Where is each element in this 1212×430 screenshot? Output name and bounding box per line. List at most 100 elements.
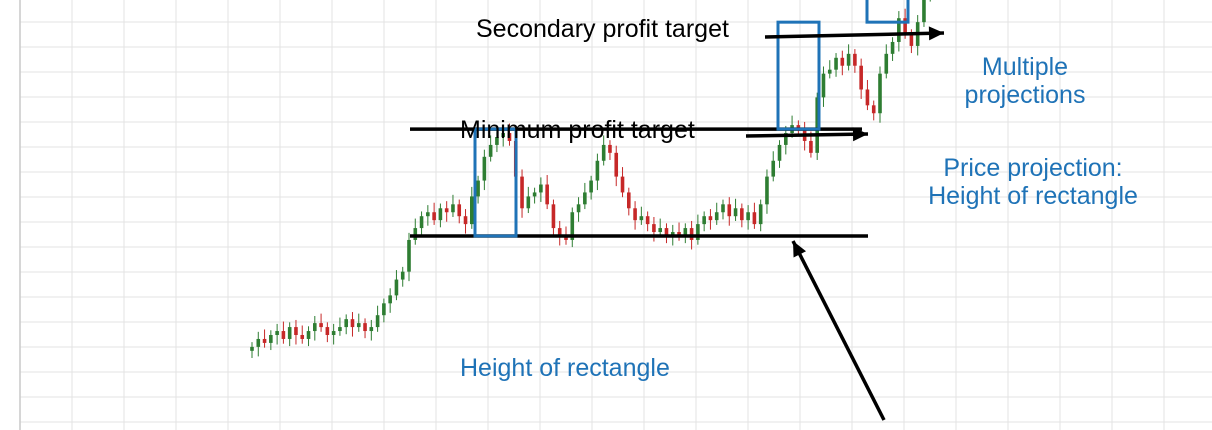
candle-body [338,327,342,332]
price-projection-label: Price projection: Height of rectangle [912,154,1154,210]
multiple-projections-label: Multiple projections [940,53,1110,109]
height-of-rectangle-label: Height of rectangle [460,354,670,382]
candle-body [733,208,738,217]
second-projection-box [865,0,910,24]
candle-body [589,180,593,193]
candle-body [834,57,838,70]
candle-body [256,338,261,347]
candle-body [432,212,436,221]
candle-body [388,295,392,304]
candle-body [269,335,273,343]
candle-body [897,18,901,42]
candle-body [570,212,575,240]
candle-body [331,331,336,335]
candle-body [702,216,706,225]
candle-body [614,152,619,177]
chart-grid [19,0,1212,430]
candle-body [400,271,405,280]
candle-body [482,156,487,181]
candle-body [287,327,292,339]
candle-body [765,176,769,205]
candle-body [746,212,750,221]
candle-body [294,327,298,335]
candle-body [426,212,430,217]
candle-body [306,331,311,339]
candle-body [777,144,782,161]
candle-body [740,208,744,221]
candle-body [683,228,688,236]
candle-body [551,204,556,229]
candle-body [539,184,543,193]
candle-body [350,319,355,328]
candle-body [501,133,505,137]
candle-body [689,228,694,240]
minimum-target-arrow-head [852,127,868,142]
candle-body [262,338,267,343]
candle-body [658,228,662,233]
candle-body [382,303,386,316]
candle-body [545,184,549,205]
candle-body [344,319,348,328]
price-projection-line2: Height of rectangle [928,181,1138,210]
multiple-projections-line2: projections [964,80,1086,109]
candle-body [250,346,254,351]
candle-body [890,41,895,54]
candle-body [878,73,882,114]
candle-body [871,105,876,114]
candle-body [652,224,656,233]
secondary-target-arrow-head [928,26,944,41]
minimum-target-label: Minimum profit target [460,116,695,144]
candle-body [557,228,562,236]
candle-body [356,323,361,328]
candle-body [526,196,531,209]
candle-body [758,204,763,225]
candle-body [313,323,317,332]
candle-body [583,192,587,205]
candle-body [488,144,493,157]
candle-body [903,18,907,35]
candle-body [470,196,474,225]
candle-body [444,208,449,213]
first-projection-box [776,20,821,131]
candle-body [827,69,832,74]
candle-body [394,279,399,296]
candle-body [809,140,813,153]
candle-body [319,323,323,328]
price-projection-line1: Price projection: [943,154,1123,182]
rectangle-height-box [473,127,518,238]
candle-body [495,137,499,145]
candlesticks [250,0,931,358]
candle-body [796,125,801,130]
candle-body [413,228,418,240]
candle-body [275,331,279,335]
candle-body [865,89,870,106]
candle-body [721,204,725,213]
candle-body [281,331,286,339]
candle-body [821,73,826,98]
breakout-arrow-head [793,241,807,258]
candle-body [840,57,845,66]
candle-body [639,216,644,221]
candle-body [532,192,537,197]
candle-body [608,144,612,153]
candle-body [815,97,819,153]
candle-body [884,53,889,74]
candle-body [909,34,914,46]
candle-body [520,176,524,209]
candle-body [627,192,631,209]
candle-body [771,160,776,177]
breakout-arrow-shaft [791,240,886,421]
candle-body [325,327,330,335]
candle-body [677,232,681,236]
candle-body [846,53,851,66]
candle-body [457,204,462,217]
candle-body [752,212,757,225]
candle-body [564,236,568,240]
candle-body [300,335,305,339]
candle-body [476,180,480,197]
minimum-target-arrow-shaft [745,132,869,138]
multiple-projections-line1: Multiple [981,53,1069,81]
candle-body [727,204,732,217]
